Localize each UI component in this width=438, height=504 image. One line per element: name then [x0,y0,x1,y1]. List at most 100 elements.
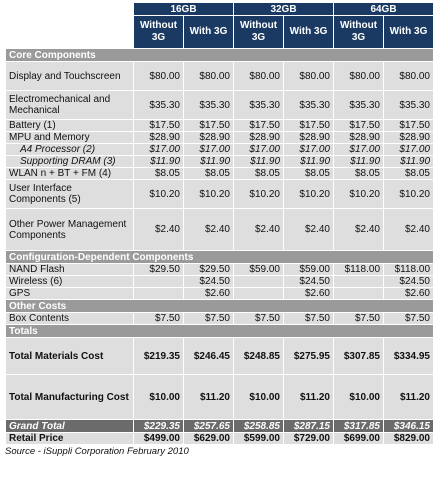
row-label: Total Materials Cost [5,337,134,375]
cost-cell: $10.00 [333,374,384,420]
cost-cell: $35.30 [383,90,434,120]
cost-cell: $35.30 [133,90,184,120]
table-row: MPU and Memory $28.90 $28.90 $28.90 $28.90 $2… [5,131,434,144]
cost-cell: $29.50 [133,263,184,276]
cost-cell: $11.90 [133,155,184,168]
section-title: Other Costs [5,299,434,313]
cost-cell: $8.05 [183,167,234,180]
cost-cell: $17.00 [133,143,184,156]
cost-cell: $28.90 [133,131,184,144]
cost-cell: $10.20 [233,179,284,209]
section-header-row: Configuration-Dependent Components [5,250,434,264]
cost-cell: $35.30 [283,90,334,120]
capacity-64gb: 64GB [333,2,434,16]
cost-cell: $80.00 [333,61,384,91]
table-row: Total Manufacturing Cost $10.00 $11.20 $10.… [5,374,434,420]
cost-cell: $7.50 [283,312,334,325]
table-row: Box Contents $7.50 $7.50 $7.50 $7.50 $7.50 $7.… [5,312,434,325]
header-without-3g: Without 3G [333,15,384,49]
cost-cell: $219.35 [133,337,184,375]
cost-cell: $10.20 [333,179,384,209]
cost-cell: $829.00 [383,432,434,445]
cost-cell: $118.00 [383,263,434,276]
cost-cell: $2.40 [333,208,384,251]
cost-cell: $257.65 [183,419,234,433]
cost-cell: $7.50 [383,312,434,325]
cost-cell: $10.20 [383,179,434,209]
row-label: Wireless (6) [5,275,134,288]
cost-cell: $59.00 [233,263,284,276]
table-row: User Interface Components (5) $10.20 $10.2… [5,179,434,209]
cost-cell: $11.90 [333,155,384,168]
cost-cell: $17.50 [133,119,184,132]
table-row: Electromechanical and Mechanical $35.30 $3… [5,90,434,120]
cost-cell: $11.20 [283,374,334,420]
header-without-3g: Without 3G [133,15,184,49]
cost-cell: $7.50 [233,312,284,325]
row-label: Other Power Management Components [5,208,134,251]
cost-cell: $118.00 [333,263,384,276]
cost-cell: $17.50 [383,119,434,132]
cost-cell: $17.00 [233,143,284,156]
section-header-row: Other Costs [5,299,434,313]
cost-cell: $80.00 [383,61,434,91]
cost-cell: $2.60 [383,287,434,300]
cost-cell: $2.60 [283,287,334,300]
cost-cell: $59.00 [283,263,334,276]
cost-cell: $28.90 [383,131,434,144]
cost-cell: $28.90 [183,131,234,144]
cost-cell: $10.00 [233,374,284,420]
row-label: MPU and Memory [5,131,134,144]
table-row: Other Power Management Components $2.40 $2… [5,208,434,251]
cost-cell: $8.05 [383,167,434,180]
row-label: NAND Flash [5,263,134,276]
table-row: Total Materials Cost $219.35 $246.45 $248.8… [5,337,434,375]
cost-cell: $11.90 [383,155,434,168]
cost-cell: $28.90 [283,131,334,144]
cost-cell: $80.00 [233,61,284,91]
row-label: Display and Touchscreen [5,61,134,91]
cost-cell: $17.50 [183,119,234,132]
cost-cell [233,275,284,288]
cost-cell: $287.15 [283,419,334,433]
cost-cell: $17.00 [333,143,384,156]
cost-cell: $10.20 [183,179,234,209]
cost-cell: $28.90 [233,131,284,144]
cost-cell: $248.85 [233,337,284,375]
row-label: Box Contents [5,312,134,325]
row-label: Supporting DRAM (3) [5,155,134,168]
row-label: Grand Total [5,419,134,433]
cost-cell: $11.90 [183,155,234,168]
row-label: Battery (1) [5,119,134,132]
cost-cell: $11.20 [183,374,234,420]
cost-cell: $10.20 [283,179,334,209]
cost-cell: $346.15 [383,419,434,433]
cost-cell: $275.95 [283,337,334,375]
cost-cell: $17.00 [283,143,334,156]
cost-cell: $24.50 [383,275,434,288]
row-label: WLAN n + BT + FM (4) [5,167,134,180]
row-label: Total Manufacturing Cost [5,374,134,420]
cost-cell: $7.50 [133,312,184,325]
cost-cell: $334.95 [383,337,434,375]
cost-cell: $629.00 [183,432,234,445]
retail-price-row: Retail Price $499.00 $629.00 $599.00 $729.00… [5,432,434,445]
source-note: Source - iSuppli Corporation February 20… [5,446,189,457]
cost-cell: $258.85 [233,419,284,433]
cost-cell: $246.45 [183,337,234,375]
cost-cell: $17.50 [233,119,284,132]
cost-cell: $11.90 [283,155,334,168]
header-with-3g: With 3G [283,15,334,49]
table-row: Wireless (6) $24.50 $24.50 $24.50 [5,275,434,288]
section-title: Core Components [5,48,434,62]
cost-cell: $2.40 [133,208,184,251]
cost-cell [333,275,384,288]
cost-cell: $499.00 [133,432,184,445]
cost-cell [133,287,184,300]
connectivity-header-row: Without 3G With 3G Without 3G With 3G Wi… [5,15,434,49]
cost-cell: $7.50 [333,312,384,325]
cost-cell: $8.05 [233,167,284,180]
cost-cell [233,287,284,300]
cost-cell: $8.05 [333,167,384,180]
cost-cell: $8.05 [133,167,184,180]
